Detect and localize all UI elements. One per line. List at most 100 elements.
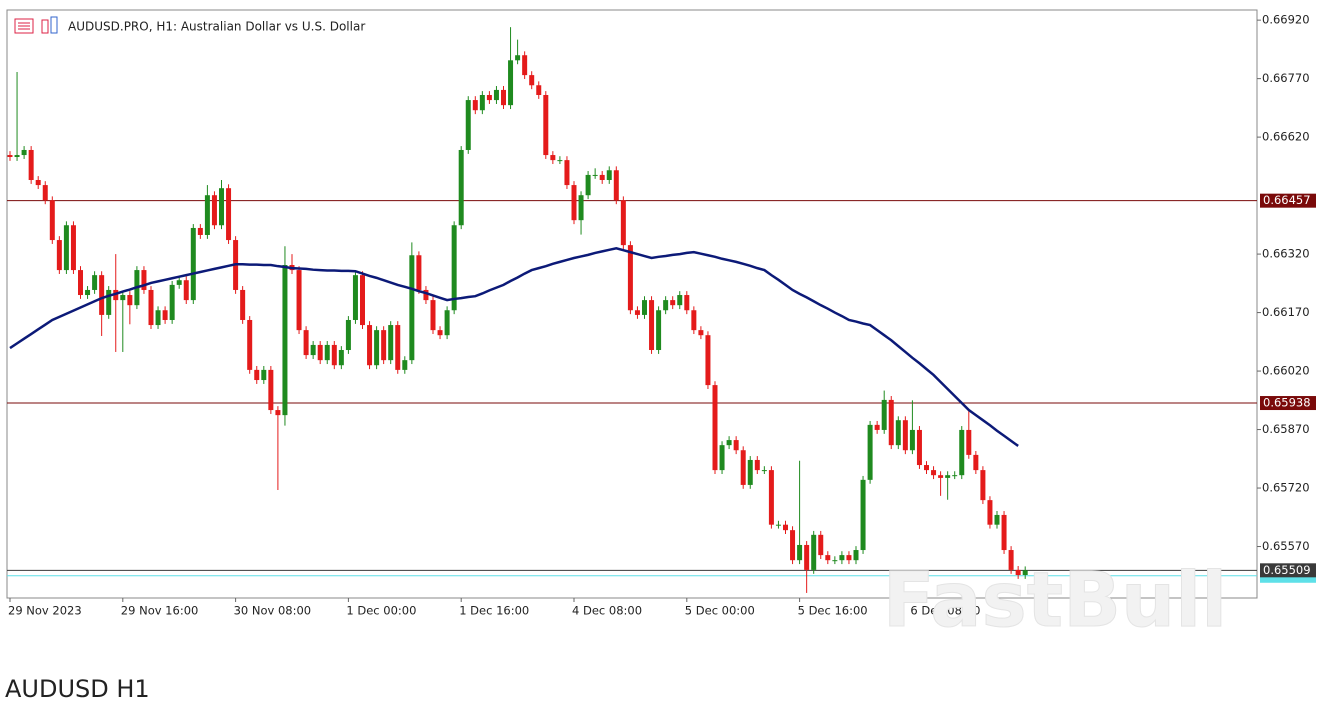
candle-body <box>501 89 506 106</box>
candle-body <box>226 188 232 241</box>
candle-body <box>176 280 182 285</box>
watermark: FastBull <box>883 555 1227 644</box>
candle-body <box>902 420 908 451</box>
y-tick-label: 0.66770 <box>1262 71 1310 85</box>
candle-body <box>543 95 549 156</box>
candle-body <box>479 95 485 111</box>
candle-body <box>592 174 598 176</box>
candle-body <box>649 300 655 351</box>
y-tick-label: 0.65570 <box>1262 539 1310 553</box>
candle-body <box>853 550 859 561</box>
candle-body <box>148 289 154 326</box>
candle-body <box>92 275 98 290</box>
candle-body <box>240 289 246 320</box>
candle-body <box>606 170 612 181</box>
candle-body <box>712 385 718 471</box>
candle-body <box>338 350 344 366</box>
candle-body <box>197 227 203 235</box>
candle-body <box>120 295 126 301</box>
candle-body <box>916 429 922 466</box>
x-tick-label: 1 Dec 16:00 <box>459 604 529 618</box>
candle-body <box>627 245 633 311</box>
candle-body <box>599 174 605 181</box>
candle-body <box>994 514 1000 525</box>
candle-body <box>642 300 647 315</box>
y-tick-label: 0.66020 <box>1262 364 1310 378</box>
candle-body <box>952 475 958 477</box>
moving-average <box>9 246 1019 447</box>
candle-body <box>360 275 365 326</box>
y-tick-label: 0.65720 <box>1262 481 1310 495</box>
candle-body <box>881 399 887 430</box>
candle-body <box>783 524 788 531</box>
candle-body <box>620 200 626 246</box>
candle-body <box>85 289 91 296</box>
candle-body <box>691 310 697 331</box>
candle-body <box>127 295 133 306</box>
x-tick-label: 1 Dec 00:00 <box>346 604 416 618</box>
candle-body <box>634 310 640 315</box>
plot: 0.65570 0.65720 0.65870 0.66020 0.66170 0.663… <box>7 13 1316 618</box>
y-tick-label: 0.66620 <box>1262 130 1310 144</box>
icon <box>41 19 49 34</box>
candle-body <box>254 369 260 381</box>
candle-body <box>486 95 492 101</box>
candle-body <box>268 369 274 411</box>
candle-body <box>275 410 281 416</box>
candle-body <box>867 424 873 480</box>
candle-body <box>959 429 965 476</box>
level-label: 0.66457 <box>1263 193 1311 207</box>
candle-body <box>818 534 824 556</box>
candle-body <box>381 330 387 361</box>
candle-body <box>888 399 894 446</box>
candle-body <box>367 325 373 366</box>
candle-body <box>578 195 584 221</box>
x-tick-label: 5 Dec 16:00 <box>798 604 868 618</box>
candle-body <box>451 225 457 311</box>
candle-body <box>296 270 302 331</box>
candle-body <box>747 459 753 485</box>
candle-body <box>557 160 563 162</box>
candle-body <box>310 344 316 356</box>
candle-body <box>42 185 48 201</box>
candle-body <box>183 280 189 301</box>
candle-body <box>70 225 76 271</box>
candle-body <box>106 289 112 315</box>
x-tick-label: 29 Nov 2023 <box>8 604 82 618</box>
candle-body <box>522 55 528 76</box>
candle-body <box>14 155 20 157</box>
candle-body <box>733 440 739 451</box>
candle-body <box>515 55 521 61</box>
candle-body <box>1001 514 1007 551</box>
candle-body <box>49 200 55 241</box>
candle-body <box>317 344 323 361</box>
chart-header: AUDUSD.PRO, H1: Australian Dollar vs U.S… <box>68 20 365 34</box>
candle-body <box>324 344 330 361</box>
candle-body <box>282 265 288 416</box>
candle-body <box>204 195 210 235</box>
icon <box>50 16 58 34</box>
candle-body <box>388 325 394 361</box>
candle-body <box>987 500 993 525</box>
level-label: 0.65509 <box>1263 563 1311 577</box>
candle-body <box>846 555 852 561</box>
candle-body <box>211 195 217 226</box>
y-tick-label: 0.66920 <box>1262 13 1310 27</box>
candle-body <box>247 319 253 370</box>
candle-body <box>895 420 901 446</box>
candle-body <box>409 255 415 361</box>
candle-body <box>1015 569 1021 575</box>
candle-body <box>790 530 796 561</box>
candle-body <box>670 300 676 306</box>
candle-body <box>21 149 27 156</box>
plot-frame <box>6 9 1258 599</box>
candle-body <box>966 429 972 455</box>
candle-body <box>374 330 380 366</box>
candle-body <box>726 440 732 446</box>
candle-body <box>719 445 725 471</box>
candle-body <box>973 454 979 471</box>
candle-body <box>613 170 619 201</box>
level-label-bg <box>1260 563 1316 578</box>
candle-body <box>550 155 556 161</box>
